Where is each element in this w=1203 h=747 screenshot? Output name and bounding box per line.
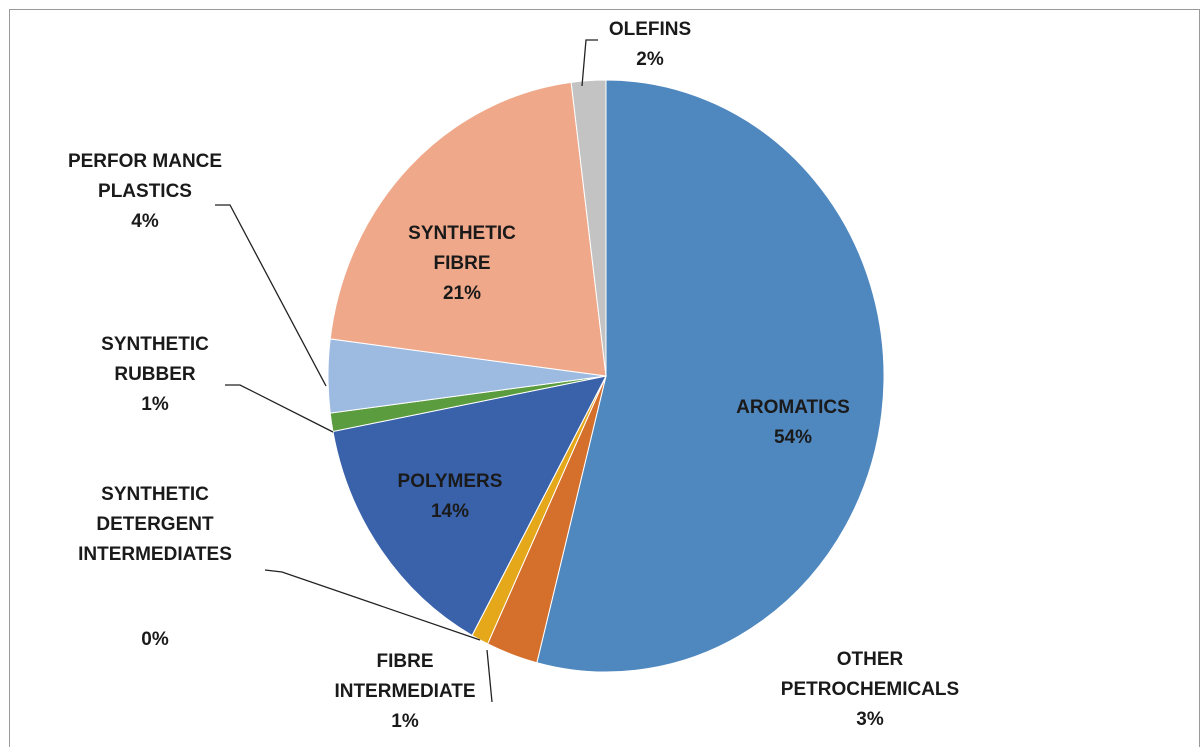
pie-slice [570, 79, 607, 377]
slice-label: SYNTHETIC FIBRE [408, 223, 516, 274]
value-label: 3% [856, 709, 884, 730]
value-label: 54% [774, 427, 812, 448]
slice-label: OLEFINS [609, 19, 691, 40]
value-label: 1% [391, 711, 419, 732]
slice-label: SYNTHETIC DETERGENT INTERMEDIATES [78, 484, 232, 565]
value-label: 4% [131, 211, 159, 232]
slice-label: OTHER PETROCHEMICALS [781, 649, 959, 700]
slice-label: PERFOR MANCE PLASTICS [68, 151, 222, 202]
leader-line [581, 39, 598, 87]
value-label: 1% [141, 394, 169, 415]
slice-label: POLYMERS [398, 471, 503, 492]
leader-line [225, 384, 334, 433]
value-label: 14% [431, 501, 469, 522]
value-label: 21% [443, 283, 481, 304]
leader-line [215, 204, 327, 387]
pie-slice [329, 81, 607, 377]
pie-slice [332, 375, 607, 637]
slice-label: FIBRE INTERMEDIATE [334, 651, 475, 702]
leader-line [486, 649, 493, 703]
slice-label: AROMATICS [736, 397, 850, 418]
value-label: 0% [141, 629, 169, 650]
pie-slice [536, 79, 885, 673]
value-label: 2% [636, 49, 664, 70]
pie [327, 79, 885, 673]
slice-label: SYNTHETIC RUBBER [101, 334, 209, 385]
leader-line [264, 569, 481, 641]
